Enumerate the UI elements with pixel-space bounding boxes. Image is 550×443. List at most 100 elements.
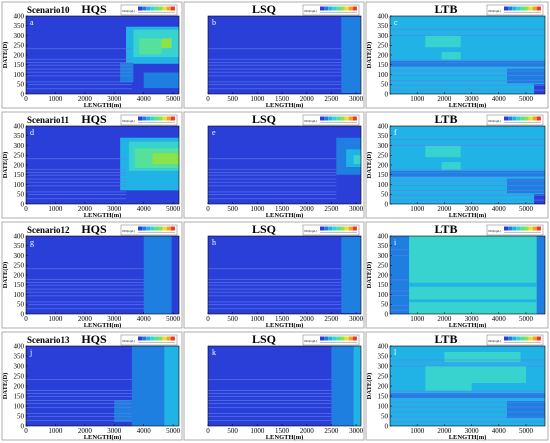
x-tick-label: 1000	[48, 315, 63, 323]
date-stripe-7	[26, 282, 144, 283]
x-tick-label: 2000	[78, 427, 93, 435]
date-stripe-8	[208, 58, 342, 60]
panel-border	[1, 331, 183, 441]
do-region-3	[409, 282, 537, 287]
colorbar-swatch	[528, 336, 533, 341]
x-tick-label: 4000	[137, 315, 152, 323]
panel-e: 0 500 1000 1500 2000 2500 3000 LENGTH(m) LSQ e DO(…	[183, 111, 365, 219]
date-stripe-6	[208, 284, 342, 286]
date-stripe-3	[26, 75, 132, 77]
x-tick-label: 0	[206, 315, 210, 323]
x-tick-label: 1000	[410, 315, 425, 323]
date-stripe-8	[26, 390, 132, 391]
do-region-3	[390, 170, 545, 177]
y-tick-label: 350	[14, 352, 25, 360]
x-tick-label: 2000	[300, 427, 315, 435]
do-region-3	[425, 383, 472, 391]
do-region-4	[390, 393, 545, 398]
y-tick-label: 250	[14, 262, 25, 270]
x-tick-label: 3000	[465, 95, 480, 103]
y-tick-label: 50	[381, 81, 389, 89]
y-tick-label: 300	[14, 252, 25, 260]
plot-frame	[207, 15, 362, 95]
do-region-4	[409, 299, 537, 303]
date-stripe-2	[208, 301, 342, 303]
colorbar-swatch	[158, 336, 163, 341]
date-stripe-0	[390, 309, 410, 311]
x-axis-label: LENGTH(m)	[266, 322, 304, 329]
panel-border	[365, 331, 549, 441]
panel-border	[183, 331, 365, 441]
y-tick-label: 350	[378, 22, 389, 30]
colorbar-swatch	[348, 336, 353, 341]
date-stripe-0	[208, 198, 337, 200]
colorbar-swatch	[352, 6, 357, 11]
colorbar-legend: DO(mg/L)	[302, 114, 360, 126]
do-region-1	[164, 346, 179, 426]
y-tick-label: 50	[381, 301, 389, 309]
y-tick-label: 0	[21, 422, 25, 430]
colorbar-swatch	[328, 6, 333, 11]
date-stripe-1	[26, 416, 132, 417]
do-region-1	[444, 352, 521, 362]
x-tick-label: 3000	[107, 205, 122, 213]
colorbar-swatch	[504, 6, 509, 11]
colorbar-swatch	[146, 336, 151, 341]
y-tick-label: 250	[378, 42, 389, 50]
colorbar-swatch	[162, 226, 167, 231]
date-stripe-1	[390, 416, 545, 418]
colorbar-swatch	[536, 116, 541, 121]
x-axis-label: LENGTH(m)	[449, 434, 487, 441]
y-tick-label: 150	[14, 171, 25, 179]
panel-letter: k	[212, 348, 216, 357]
do-region-4	[506, 178, 545, 194]
date-stripe-4	[208, 71, 342, 73]
date-stripe-0	[26, 88, 132, 90]
x-tick-label: 5000	[166, 427, 181, 435]
x-tick-label: 4000	[492, 95, 507, 103]
heatmap-area	[390, 236, 545, 314]
x-tick-label: 4000	[492, 315, 507, 323]
x-tick-label: 5000	[519, 315, 534, 323]
panel-letter: a	[30, 18, 34, 27]
colorbar-swatch	[138, 6, 143, 11]
do-region-1	[353, 346, 361, 426]
heatmap-area	[26, 16, 179, 94]
x-tick-label: 1000	[48, 427, 63, 435]
panel-l: 1000 2000 3000 4000 5000 0 50 100 150 200 250 300 35…	[365, 331, 549, 441]
date-stripe-7	[390, 59, 545, 61]
panel-g: 0 1000 2000 3000 4000 50000501001502002503003…	[1, 221, 183, 329]
x-tick-label: 2500	[324, 315, 339, 323]
date-stripe-4	[26, 71, 132, 73]
x-tick-label: 1500	[275, 315, 290, 323]
date-stripe-6	[390, 172, 545, 174]
date-stripe-8	[390, 365, 545, 367]
date-stripe-7	[208, 282, 342, 283]
y-tick-label: 200	[14, 382, 25, 390]
x-tick-label: 1000	[250, 427, 265, 435]
colorbar-swatch	[166, 6, 171, 11]
panel-title: HQS	[81, 332, 107, 346]
x-tick-label: 1500	[275, 427, 290, 435]
colorbar-swatch	[536, 336, 541, 341]
y-tick-label: 350	[378, 352, 389, 360]
colorbar-swatch	[336, 116, 341, 121]
panel-title: LSQ	[252, 2, 276, 16]
date-stripe-8	[208, 168, 337, 170]
colorbar-swatch	[154, 116, 159, 121]
y-tick-label: 400	[14, 232, 25, 240]
panel-title: LTB	[435, 112, 458, 126]
x-tick-label: 4000	[137, 427, 152, 435]
date-stripe-3	[390, 290, 410, 292]
x-tick-label: 2500	[324, 427, 339, 435]
y-tick-label: 100	[378, 181, 389, 189]
date-stripe-2	[390, 295, 410, 296]
y-tick-label: 100	[14, 402, 25, 410]
colorbar-swatch	[524, 116, 529, 121]
do-region-2	[353, 155, 361, 165]
heatmap-area	[208, 126, 361, 204]
do-region-3	[390, 60, 545, 67]
colorbar-swatch	[504, 226, 509, 231]
colorbar-swatch	[532, 226, 537, 231]
